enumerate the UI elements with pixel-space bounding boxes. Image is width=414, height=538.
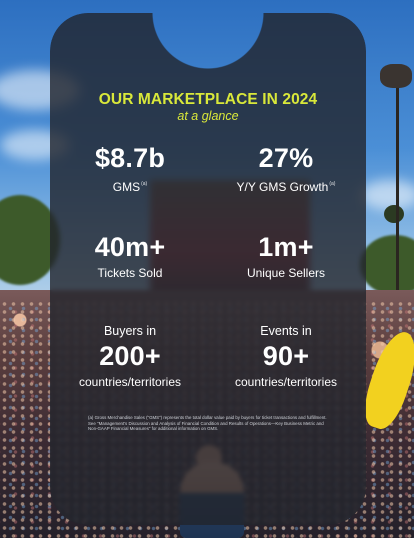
tree — [360, 235, 414, 295]
cloud — [360, 180, 414, 210]
page-subtitle: at a glance — [177, 109, 239, 123]
stat-label: Unique Sellers — [246, 266, 326, 280]
stat-gms: $8.7b GMS(a) — [55, 143, 205, 195]
stat-value: 200+ — [99, 341, 161, 371]
palm-tree — [384, 205, 404, 223]
stat-buyers-countries: Buyers in 200+ countries/territories — [55, 323, 205, 390]
stat-unique-sellers: 1m+ Unique Sellers — [211, 232, 361, 281]
footnote: (a) Gross Merchandise Sales ("GMS") repr… — [88, 415, 327, 432]
stat-gms-growth: 27% Y/Y GMS Growth(a) — [211, 143, 361, 195]
stat-value: 27% — [258, 143, 314, 173]
stat-value: $8.7b — [94, 143, 166, 173]
stat-value: 40m+ — [94, 232, 166, 262]
stat-events-countries: Events in 90+ countries/territories — [211, 323, 361, 390]
stat-label: countries/territories — [78, 375, 182, 389]
stat-pre-label: Buyers in — [103, 324, 157, 338]
light-pole — [396, 80, 399, 300]
stat-label: GMS(a) — [112, 180, 148, 194]
stat-label: Y/Y GMS Growth(a) — [236, 180, 336, 194]
stat-tickets-sold: 40m+ Tickets Sold — [55, 232, 205, 281]
page-title: OUR MARKETPLACE IN 2024 — [98, 91, 318, 108]
stat-pre-label: Events in — [260, 324, 312, 338]
stat-label: Tickets Sold — [97, 266, 163, 280]
stats-card — [50, 13, 366, 525]
stat-value: 1m+ — [258, 232, 314, 262]
footnote-marker: (a) — [329, 181, 336, 187]
stat-value: 90+ — [262, 341, 310, 371]
footnote-marker: (a) — [141, 181, 148, 187]
stadium-lamp — [380, 64, 412, 88]
stat-label: countries/territories — [234, 375, 338, 389]
card-content: OUR MARKETPLACE IN 2024 at a glance $8.7… — [50, 13, 366, 525]
